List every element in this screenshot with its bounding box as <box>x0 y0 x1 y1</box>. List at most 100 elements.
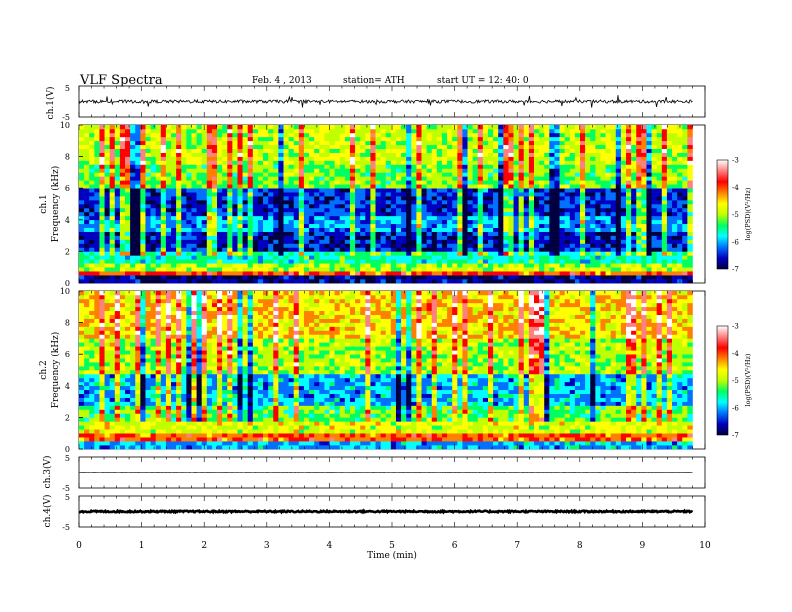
ch1-spectrogram-cell <box>590 132 596 138</box>
ch1-spectrogram-cell <box>610 164 617 169</box>
ch1-spectrogram-cell <box>242 172 248 177</box>
ch1-spectrogram-cell <box>206 204 213 209</box>
ch1-spectrogram-cell <box>595 176 601 181</box>
ch1-spectrogram-cell <box>472 172 479 177</box>
ch1-spectrogram-cell <box>390 275 397 280</box>
ch1-spectrogram-cell <box>84 267 90 272</box>
ch1-spectrogram-cell <box>421 275 427 280</box>
ch1-spectrogram-cell <box>401 200 407 205</box>
ch1-spectrogram-cell <box>626 184 632 189</box>
ch1-spectrogram-cell <box>656 279 663 284</box>
ch1-spectrogram-cell <box>508 215 514 221</box>
ch1-spectrogram-cell <box>324 140 330 146</box>
ch1-spectrogram-cell <box>171 148 177 153</box>
ch1-spectrogram-cell <box>211 235 218 240</box>
ch1-spectrogram-cell <box>324 125 330 130</box>
ch1-spectrogram-cell <box>375 267 381 272</box>
ch1-spectrogram-cell <box>503 180 509 185</box>
ch1-spectrogram-cell <box>636 200 642 205</box>
ch1-spectrogram-cell <box>263 263 269 268</box>
ch1-spectrogram-cell <box>452 160 458 165</box>
ch1-spectrogram-cell <box>329 176 335 181</box>
ch1-spectrogram-cell <box>687 140 693 146</box>
ch1-spectrogram-cell <box>580 235 586 240</box>
ch1-spectrogram-cell <box>257 200 264 205</box>
ch1-spectrogram-cell <box>273 279 279 284</box>
ch1-spectrogram-cell <box>646 251 652 256</box>
ch1-spectrogram-cell <box>595 259 601 264</box>
ch1-spectrogram-cell <box>416 160 422 165</box>
ch1-spectrogram-cell <box>196 275 202 280</box>
ch1-spectrogram-cell <box>206 271 213 276</box>
ch1-spectrogram-cell <box>682 267 688 272</box>
ch1-spectrogram-cell <box>636 204 642 209</box>
ch1-spectrogram-cell <box>498 156 504 161</box>
ch1-spectrogram-cell <box>181 263 187 268</box>
ch1-spectrogram-cell <box>329 231 335 236</box>
ch1-spectrogram-cell <box>314 267 320 272</box>
ch1-spectrogram-cell <box>580 267 586 272</box>
ch1-spectrogram-cell <box>636 227 642 232</box>
ch1-spectrogram-cell <box>227 231 233 236</box>
ch1-spectrogram-cell <box>631 239 637 244</box>
ch1-spectrogram-cell <box>590 207 596 213</box>
ch1-spectrogram-cell <box>457 259 463 264</box>
ch1-spectrogram-cell <box>687 164 693 169</box>
ch1-spectrogram-cell <box>641 263 647 268</box>
ch1-spectrogram-cell <box>365 219 371 225</box>
ch1-spectrogram-cell <box>211 239 218 244</box>
ch2-spectrogram-cell <box>94 381 100 387</box>
ch1-spectrogram-cell <box>651 243 657 248</box>
ch1-spectrogram-cell <box>160 271 167 276</box>
ch1-spectrogram-cell <box>79 207 85 213</box>
ch1-spectrogram-cell <box>303 128 310 134</box>
ch1-spectrogram-cell <box>293 128 300 134</box>
ch1-spectrogram-cell <box>580 231 586 236</box>
ch1-spectrogram-cell <box>94 196 100 201</box>
ch1-spectrogram-cell <box>477 227 484 232</box>
ch2-spectrogram-cell <box>89 417 95 422</box>
ch1-spectrogram-cell <box>196 188 202 193</box>
ch1-spectrogram-cell <box>626 160 632 165</box>
ch2-spectrogram-cell <box>94 393 100 398</box>
ch1-spectrogram-cell <box>436 148 443 153</box>
ch1-spectrogram-cell <box>447 196 453 201</box>
ch1-spectrogram-cell <box>176 172 182 177</box>
ch1-spectrogram-cell <box>482 219 489 225</box>
ch1-spectrogram-cell <box>631 125 637 130</box>
ch1-spectrogram-cell <box>401 168 407 173</box>
ch1-spectrogram-cell <box>247 180 254 185</box>
ch1-spectrogram-cell <box>503 132 509 138</box>
ch1-spectrogram-cell <box>395 211 402 217</box>
ch1-spectrogram-cell <box>661 219 668 225</box>
ch1-spectrogram-cell <box>303 192 310 197</box>
ch1-spectrogram-cell <box>252 207 259 213</box>
ch1-spectrogram-cell <box>94 207 100 213</box>
ch1-spectrogram-cell <box>631 235 637 240</box>
ch1-spectrogram-cell <box>165 231 172 236</box>
ch1-spectrogram-cell <box>283 184 289 189</box>
ch2-spectrogram-cell <box>79 409 85 414</box>
ch2-spectrogram-cell <box>94 306 100 312</box>
ch1-spectrogram-cell <box>89 192 95 197</box>
ch1-spectrogram-cell <box>590 255 596 260</box>
ch1-spectrogram-cell <box>498 251 504 256</box>
ch1-spectrogram-cell <box>360 128 366 134</box>
ch1-spectrogram-cell <box>421 192 427 197</box>
ch1-spectrogram-cell <box>314 176 320 181</box>
ch1-spectrogram-cell <box>447 176 453 181</box>
ch1-spectrogram-cell <box>247 247 254 252</box>
ch1-spectrogram-cell <box>600 219 606 225</box>
ch1-spectrogram-cell <box>508 267 514 272</box>
ch1-spectrogram-cell <box>462 227 468 232</box>
ch1-spectrogram-cell <box>145 207 151 213</box>
ch1-spectrogram-cell <box>150 168 156 173</box>
ch1-spectrogram-cell <box>395 196 402 201</box>
ch1-spectrogram-cell <box>181 148 187 153</box>
ch1-spectrogram-cell <box>467 235 473 240</box>
ch1-spectrogram-cell <box>590 271 596 276</box>
ch1-spectrogram-cell <box>528 180 535 185</box>
figure-title: VLF Spectra <box>79 73 163 88</box>
ch1-spectrogram-cell <box>365 211 371 217</box>
ch2-spectrogram-cell <box>79 405 85 410</box>
